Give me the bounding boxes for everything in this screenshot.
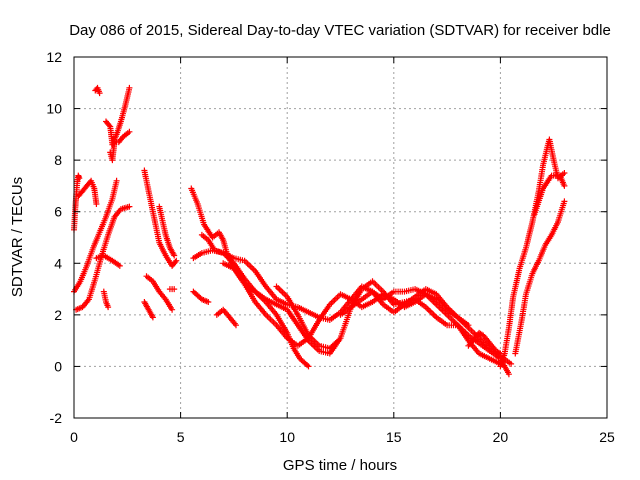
series-track-20 [213, 306, 239, 329]
tick-layer: 0 5 10 15 20 25 -2 0 2 4 6 8 10 12 [46, 49, 615, 445]
x-tick-label: 25 [599, 429, 615, 445]
data-markers [141, 299, 156, 321]
series-track-6 [93, 252, 123, 269]
series-track-22 [337, 286, 472, 329]
y-tick-label: 4 [54, 255, 62, 271]
series-track-11 [143, 273, 176, 313]
x-tick-label: 10 [279, 429, 295, 445]
series-track-4 [73, 203, 133, 313]
series-track-17 [190, 288, 212, 305]
data-markers [166, 286, 178, 293]
data-markers [100, 288, 112, 311]
data-markers [531, 172, 568, 218]
series-track-5 [92, 84, 103, 97]
y-tick-label: 12 [46, 49, 62, 65]
y-tick-label: 0 [54, 358, 62, 374]
data-layer [71, 84, 568, 378]
y-axis-label: SDTVAR / TECUs [9, 177, 26, 297]
series-track-10 [141, 167, 180, 269]
y-tick-label: -2 [50, 410, 63, 426]
data-markers [143, 273, 176, 313]
series-track-25 [512, 198, 568, 357]
y-tick-label: 2 [54, 307, 62, 323]
data-markers [273, 283, 342, 352]
series-track-13 [156, 203, 178, 259]
x-axis-label: GPS time / hours [283, 457, 397, 474]
data-markers [93, 252, 123, 269]
plot-frame [73, 56, 608, 419]
series-track-9 [107, 128, 133, 164]
data-markers [337, 286, 472, 329]
data-markers [512, 198, 568, 357]
x-tick-label: 15 [386, 429, 402, 445]
series-track-14 [166, 286, 178, 293]
series-track-21 [273, 283, 342, 352]
data-markers [141, 167, 180, 269]
chart-title: Day 086 of 2015, Sidereal Day-to-day VTE… [69, 22, 611, 39]
data-markers [213, 306, 239, 329]
y-tick-label: 8 [54, 152, 62, 168]
data-markers [107, 128, 133, 164]
data-markers [190, 288, 212, 305]
series-track-8 [103, 84, 133, 148]
series-track-7 [100, 288, 112, 311]
series-track-23 [465, 329, 504, 357]
series-track-12 [141, 299, 156, 321]
y-tick-label: 6 [54, 204, 62, 220]
data-markers [73, 203, 133, 313]
x-tick-label: 5 [177, 429, 185, 445]
series-track-3 [75, 177, 100, 207]
data-markers [75, 177, 100, 207]
series-track-26 [531, 172, 568, 218]
y-tick-label: 10 [46, 101, 62, 117]
data-markers [156, 203, 178, 259]
x-tick-label: 20 [493, 429, 509, 445]
grid-layer [74, 57, 607, 418]
data-markers [103, 84, 133, 148]
x-tick-label: 0 [70, 429, 78, 445]
data-markers [465, 329, 504, 357]
data-markers [92, 84, 103, 97]
